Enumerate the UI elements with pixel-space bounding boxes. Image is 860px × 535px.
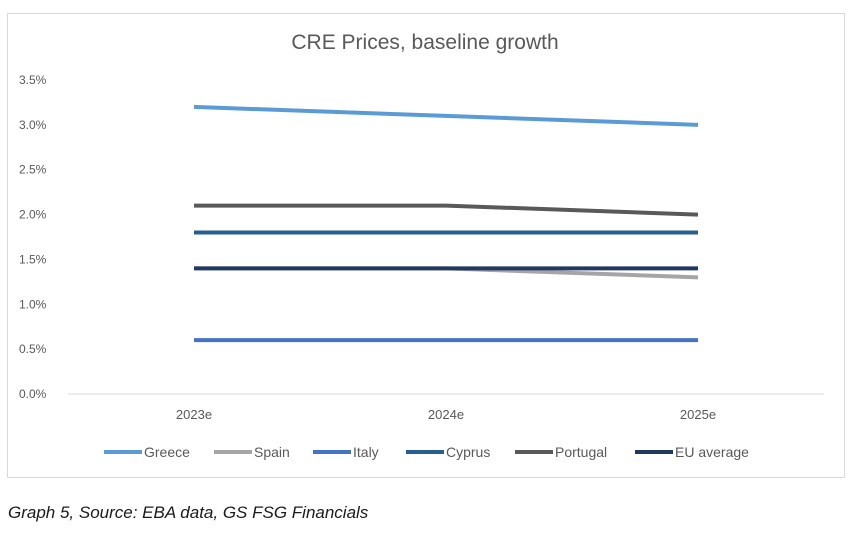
legend-label: Italy [353,444,379,460]
y-tick-label: 2.0% [19,208,47,222]
legend-label: Spain [254,444,290,460]
x-tick-label: 2024e [428,407,464,422]
series-line-greece [193,104,699,127]
x-tick-label: 2023e [176,407,212,422]
chart-frame [7,13,845,478]
x-tick-label: 2025e [680,407,716,422]
x-axis-tick-labels: 2023e 2024e 2025e [176,407,716,422]
series-lines [193,104,699,343]
y-axis-tick-labels: 0.0% 0.5% 1.0% 1.5% 2.0% 2.5% 3.0% 3.5% [19,73,47,401]
figure-caption: Graph 5, Source: EBA data, GS FSG Financ… [8,503,369,522]
y-tick-label: 3.0% [19,118,47,132]
legend-label: Portugal [555,444,607,460]
y-tick-label: 2.5% [19,163,47,177]
y-tick-label: 1.5% [19,252,47,266]
chart-title: CRE Prices, baseline growth [291,31,558,54]
y-tick-label: 1.0% [19,297,47,311]
y-tick-label: 3.5% [19,73,47,87]
legend-label: Cyprus [446,444,490,460]
legend-label: Greece [144,444,190,460]
legend-label: EU average [675,444,749,460]
legend: Greece Spain Italy Cyprus Portugal EU average [104,444,749,460]
y-tick-label: 0.5% [19,342,47,356]
series-line-portugal [194,203,699,217]
line-chart: CRE Prices, baseline growth 0.0% 0.5% 1.0%… [19,31,824,460]
y-tick-label: 0.0% [19,387,47,401]
